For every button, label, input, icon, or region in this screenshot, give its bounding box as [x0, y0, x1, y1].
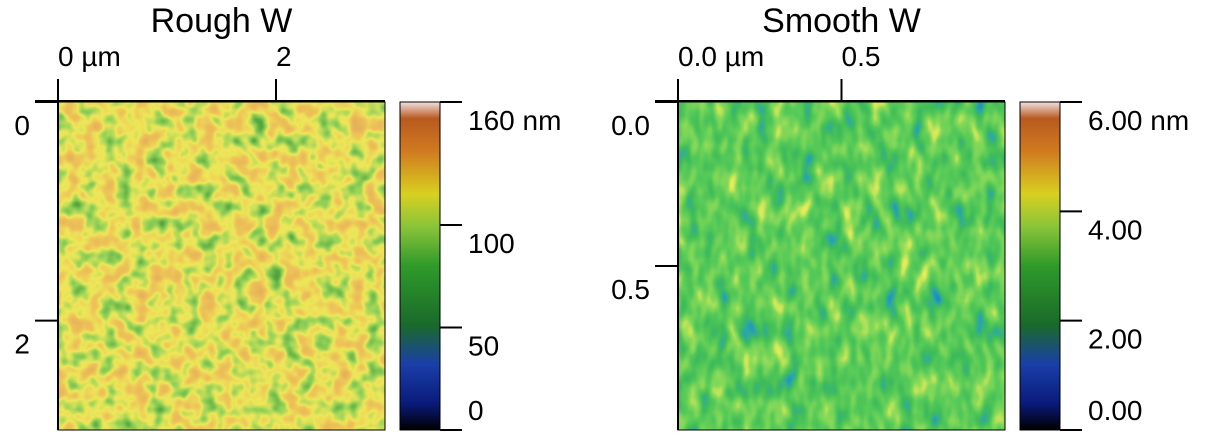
x-tick-label: 0.0 µm	[678, 41, 764, 72]
colorbar-label: 100	[468, 228, 515, 259]
y-tick-label: 0	[14, 110, 30, 141]
x-tick-label: 0.5	[842, 41, 881, 72]
colorbar-label: 0.00	[1088, 395, 1143, 426]
colorbar-label: 0	[468, 395, 484, 426]
afm-image	[58, 102, 385, 430]
panel-title: Smooth W	[762, 2, 921, 40]
y-tick-label: 2	[14, 329, 30, 360]
y-tick-label: 0.0	[611, 110, 650, 141]
colorbar	[1019, 101, 1061, 431]
colorbar	[399, 101, 441, 431]
afm-image	[678, 102, 1005, 430]
colorbar-label: 4.00	[1088, 214, 1143, 245]
x-tick-label: 2	[276, 41, 292, 72]
colorbar-label: 50	[468, 331, 499, 362]
x-tick-label: 0 µm	[58, 41, 121, 72]
colorbar-label: 6.00 nm	[1088, 105, 1189, 136]
panel-smooth: Smooth W0.0 µm 0.5 0.0 0.5 6.00 nm 4.00 2.00 0.…	[611, 2, 1189, 431]
y-tick-label: 0.5	[611, 274, 650, 305]
panel-title: Rough W	[151, 2, 293, 40]
panel-rough: Rough W 0 µm 2 0 2 160 nm 100 50 0	[14, 2, 561, 431]
colorbar-label: 160 nm	[468, 105, 561, 136]
colorbar-label: 2.00	[1088, 324, 1143, 355]
